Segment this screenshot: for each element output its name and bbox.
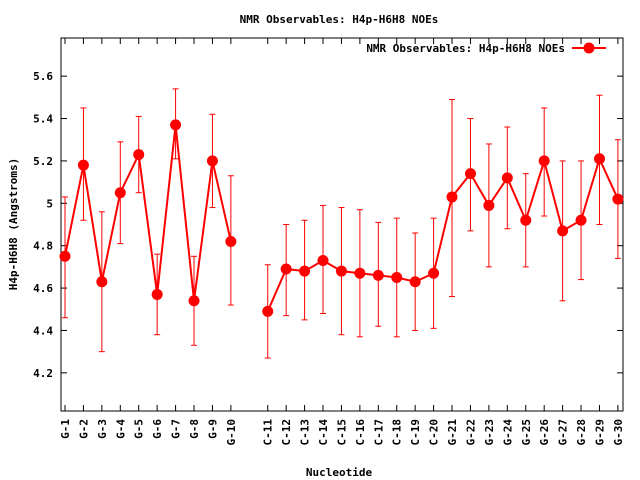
x-tick-label: G-3 bbox=[96, 419, 109, 439]
y-tick-label: 5 bbox=[46, 197, 53, 210]
x-tick-label: C-19 bbox=[409, 419, 422, 446]
x-tick-label: G-22 bbox=[464, 419, 477, 446]
data-point bbox=[575, 214, 587, 226]
x-tick-label: G-4 bbox=[114, 419, 127, 439]
x-tick-label: G-10 bbox=[225, 419, 238, 446]
y-tick-label: 5.6 bbox=[33, 70, 53, 83]
chart-title: NMR Observables: H4p-H6H8 NOEs bbox=[240, 13, 439, 26]
x-tick-label: G-27 bbox=[557, 419, 570, 446]
x-axis-ticks: G-1 G-2 G-3 G-4 G-5 G-6 G-7 G-8 G-9 G-10 C-11 C-12 C… bbox=[59, 38, 625, 446]
x-axis-label: Nucleotide bbox=[306, 466, 373, 479]
x-tick-label: G-25 bbox=[520, 419, 533, 446]
x-tick-label: G-24 bbox=[501, 419, 514, 446]
data-point bbox=[428, 267, 440, 279]
x-tick-label: G-8 bbox=[188, 419, 201, 439]
data-point bbox=[225, 235, 237, 247]
data-point bbox=[409, 276, 421, 288]
error-bars bbox=[62, 88, 621, 359]
data-point bbox=[77, 159, 89, 171]
y-tick-label: 4.4 bbox=[33, 324, 53, 337]
y-tick-label: 4.2 bbox=[33, 367, 53, 380]
data-point bbox=[483, 199, 495, 211]
x-tick-label: C-12 bbox=[280, 419, 293, 446]
data-point bbox=[170, 119, 182, 131]
x-tick-label: C-11 bbox=[262, 419, 275, 446]
data-point bbox=[446, 191, 458, 203]
legend: NMR Observables: H4p-H6H8 NOEs bbox=[366, 42, 606, 55]
data-point bbox=[538, 155, 550, 167]
x-tick-label: G-2 bbox=[77, 419, 90, 439]
data-point bbox=[464, 168, 476, 180]
data-point bbox=[335, 265, 347, 277]
data-point bbox=[188, 295, 200, 307]
legend-marker bbox=[583, 42, 595, 54]
x-tick-label: C-20 bbox=[428, 419, 441, 446]
y-tick-label: 5.2 bbox=[33, 155, 53, 168]
x-tick-label: G-1 bbox=[59, 419, 72, 439]
x-tick-label: G-6 bbox=[151, 419, 164, 439]
data-point bbox=[557, 225, 569, 237]
data-point bbox=[593, 153, 605, 165]
data-point bbox=[280, 263, 292, 275]
x-tick-label: G-7 bbox=[170, 419, 183, 439]
x-tick-label: C-14 bbox=[317, 419, 330, 446]
data-point bbox=[520, 214, 532, 226]
data-point bbox=[354, 267, 366, 279]
x-tick-label: G-9 bbox=[206, 419, 219, 439]
data-point bbox=[96, 276, 108, 288]
data-point bbox=[114, 187, 126, 199]
x-tick-label: G-26 bbox=[538, 419, 551, 446]
x-tick-label: G-30 bbox=[612, 419, 625, 446]
x-tick-label: C-17 bbox=[372, 419, 385, 446]
data-point bbox=[372, 269, 384, 281]
x-tick-label: G-23 bbox=[483, 419, 496, 446]
data-point bbox=[133, 149, 145, 161]
x-tick-label: G-28 bbox=[575, 419, 588, 446]
data-point bbox=[317, 255, 329, 267]
y-tick-label: 4.6 bbox=[33, 282, 53, 295]
x-tick-label: G-29 bbox=[593, 419, 606, 446]
x-tick-label: C-13 bbox=[299, 419, 312, 446]
data-point bbox=[299, 265, 311, 277]
data-point bbox=[59, 250, 71, 262]
series-line bbox=[64, 124, 232, 301]
data-point bbox=[206, 155, 218, 167]
data-point bbox=[391, 271, 403, 283]
data-point bbox=[612, 193, 624, 205]
x-tick-label: C-15 bbox=[335, 419, 348, 446]
y-axis-ticks: 4.2 4.4 4.6 4.8 5 5.2 5.4 5.6 bbox=[33, 70, 623, 380]
data-point bbox=[151, 288, 163, 300]
x-tick-label: G-5 bbox=[133, 419, 146, 439]
y-tick-label: 4.8 bbox=[33, 240, 53, 253]
data-point bbox=[501, 172, 513, 184]
data-points bbox=[59, 119, 624, 317]
x-tick-label: G-21 bbox=[446, 419, 459, 446]
y-axis-label: H4p-H6H8 (Angstroms) bbox=[7, 158, 20, 290]
x-tick-label: C-18 bbox=[391, 419, 404, 446]
y-tick-label: 5.4 bbox=[33, 113, 53, 126]
x-tick-label: C-16 bbox=[354, 419, 367, 446]
data-point bbox=[262, 305, 274, 317]
legend-label: NMR Observables: H4p-H6H8 NOEs bbox=[366, 42, 565, 55]
plot-frame bbox=[60, 37, 624, 412]
